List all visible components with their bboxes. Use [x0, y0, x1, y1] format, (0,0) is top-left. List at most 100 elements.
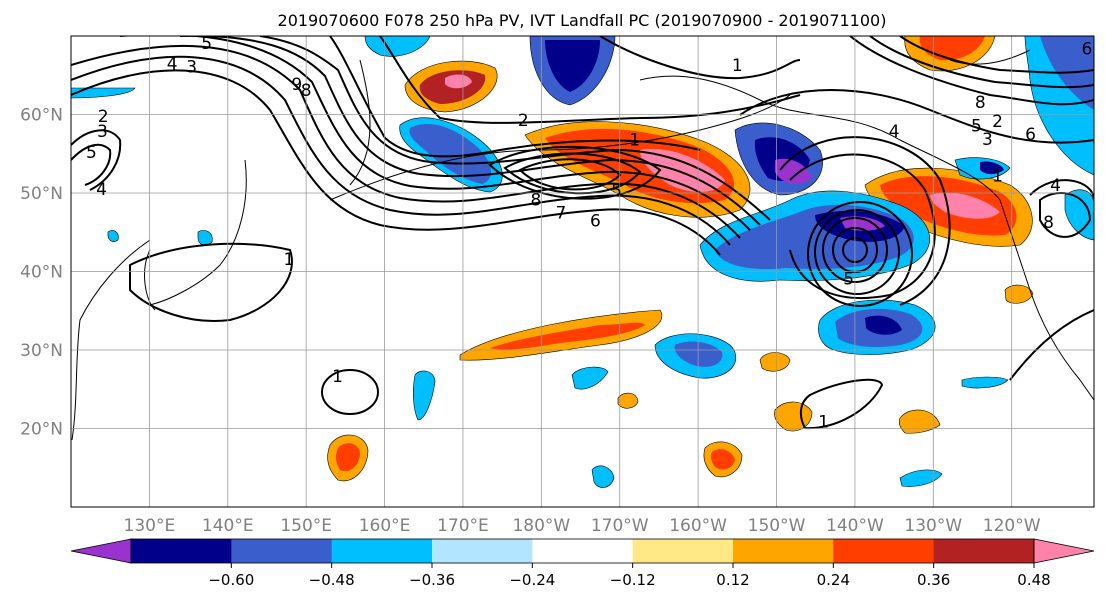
lon-label: 170°E [437, 516, 489, 536]
contour-line [379, 36, 801, 124]
contour-line [259, 36, 771, 221]
colorbar-tick-label: 0.48 [1017, 571, 1050, 589]
lat-label: 20°N [20, 420, 63, 440]
contour-line [180, 36, 761, 226]
lon-label: 150°W [748, 516, 806, 536]
negative-anomaly-trough-min [840, 216, 885, 231]
lat-label: 60°N [20, 106, 63, 126]
negative-blob-9 [107, 230, 119, 242]
colorbar-tick-label: −0.24 [509, 571, 555, 589]
colorbar-segment [933, 539, 1035, 563]
contour-label: 2 [992, 112, 1003, 132]
colorbar-segment [532, 539, 634, 563]
contour-label: 6 [1082, 40, 1093, 60]
colorbar-tick-label: 0.12 [716, 571, 749, 589]
contour-line [120, 36, 751, 231]
contour-label: 8 [530, 190, 541, 210]
contour-line [129, 242, 293, 322]
negative-blob-3 [591, 465, 615, 488]
lon-label: 130°E [124, 516, 176, 536]
coastline-aleutians [329, 94, 791, 201]
negative-anomaly-mid-1-min [865, 315, 902, 335]
positive-anomaly-subtropical-core [490, 322, 645, 350]
contour-label: 7 [556, 204, 567, 224]
lon-label: 160°E [359, 516, 411, 536]
negative-anomaly-siberia [71, 87, 136, 99]
negative-blob-2 [413, 370, 436, 421]
negative-blob-8 [197, 230, 213, 246]
contour-label: 8 [975, 93, 986, 113]
contour-ring [807, 201, 913, 307]
coastline-north [949, 49, 1031, 65]
colorbar-segment [833, 539, 935, 563]
contour-label: 5 [843, 270, 854, 290]
contour-label: 1 [992, 167, 1003, 187]
negative-blob-1 [571, 366, 609, 390]
negative-blob-5 [961, 376, 1009, 389]
figure-title: 2019070600 F078 250 hPa PV, IVT Landfall… [278, 11, 887, 30]
contour-label: 9 [291, 75, 302, 95]
lat-label: 50°N [20, 184, 63, 204]
negative-blob-6-core [980, 161, 1004, 175]
contour-label: 1 [284, 250, 295, 270]
contour-label: 2 [518, 111, 529, 131]
coastline-korea [144, 249, 156, 311]
colorbar-segment [131, 539, 232, 563]
colorbar-segment [432, 539, 533, 563]
contour-label: 5 [971, 116, 982, 136]
contour-line [329, 36, 701, 158]
contour-line [71, 143, 112, 186]
lon-label: 180°W [512, 516, 570, 536]
colorbar-segment [632, 539, 734, 563]
contour-label: 1 [818, 412, 829, 432]
contour-label: 8 [301, 81, 312, 101]
map-frame [70, 35, 1095, 508]
negative-anomaly-north-core [545, 40, 600, 92]
lon-label: 170°W [591, 516, 649, 536]
contour-label: 5 [86, 143, 97, 163]
colorbar-tick-label: −0.60 [208, 571, 254, 589]
lon-label: 120°W [983, 516, 1041, 536]
contour-line [599, 36, 801, 80]
contour-label: 3 [97, 122, 108, 142]
colorbar-extend-high [1033, 538, 1095, 564]
colorbar-frame [130, 538, 1035, 564]
contour-label: 3 [186, 58, 197, 78]
positive-anomaly-bering-core [445, 74, 472, 89]
coastline-asia [71, 239, 151, 441]
contour-label: 1 [732, 56, 743, 76]
lat-label: 30°N [20, 341, 63, 361]
contour-label: 4 [167, 54, 178, 74]
contour-label: 2 [98, 107, 109, 127]
negative-anomaly-nw [364, 36, 431, 57]
colorbar: −0.60 −0.48 −0.36 −0.24 −0.12 0.12 0.24 0.36 0.4… [70, 538, 1095, 589]
contour-label: 4 [1050, 176, 1061, 196]
coastlines [71, 49, 1094, 441]
positive-blob-2-core [711, 449, 735, 470]
contour-line [71, 69, 721, 256]
contour-line [779, 136, 951, 306]
coastline-na-west [999, 199, 1094, 401]
contour-label: 6 [590, 211, 601, 231]
positive-blob-6 [617, 392, 639, 409]
contour-label: 5 [201, 34, 212, 54]
contour-label: 4 [889, 122, 900, 142]
colorbar-segment [733, 539, 834, 563]
lat-label: 40°N [20, 263, 63, 283]
positive-blob-4 [898, 409, 941, 434]
colorbar-segment [231, 539, 333, 563]
latitude-labels: 60°N 50°N 40°N 30°N 20°N [20, 106, 63, 440]
negative-blob-4 [899, 469, 943, 487]
contour-ring [321, 369, 379, 415]
contour-line [1009, 309, 1094, 381]
contour-label: 8 [1043, 213, 1054, 233]
contour-line [799, 378, 884, 430]
colorbar-tick-label: −0.48 [309, 571, 355, 589]
colorbar-tick-label: −0.12 [610, 571, 656, 589]
positive-anomaly-coast-core [930, 192, 1000, 219]
positive-blob-5 [759, 352, 791, 372]
lon-label: 160°W [669, 516, 727, 536]
